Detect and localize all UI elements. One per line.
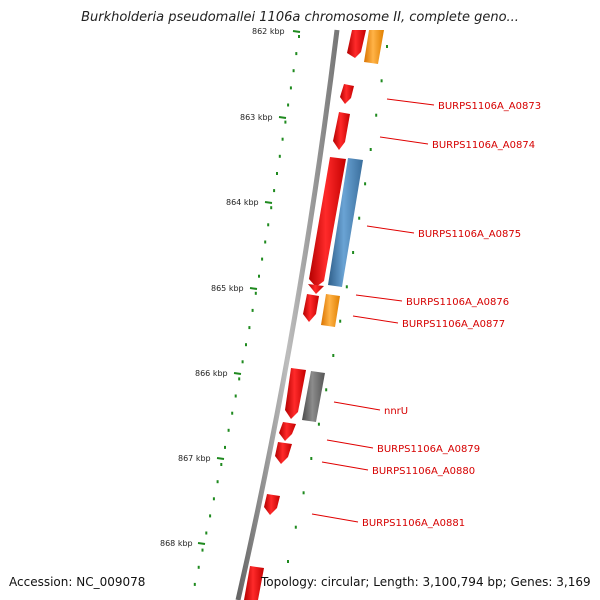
scale-dot [254,291,257,295]
gene-arrow[interactable] [275,442,292,464]
scale-dot [278,154,281,158]
scale-dot [294,525,297,529]
gene-label[interactable]: BURPS1106A_A0876 [406,297,509,308]
scale-dot [216,480,219,484]
gene-arrow[interactable] [303,294,319,322]
gene-label[interactable]: BURPS1106A_A0874 [432,140,535,151]
scale-dot [339,319,342,323]
gene-arrow[interactable] [309,157,346,287]
tick-label: 863 kbp [240,113,273,122]
gene-label[interactable]: BURPS1106A_A0877 [402,319,505,330]
scale-dot [251,308,254,312]
scale-dot [332,354,335,357]
scale-dot [281,137,284,141]
chromosome-backbone [235,29,340,600]
scale-dot [270,206,273,210]
scale-dot [227,428,230,432]
scale-dot [352,251,355,254]
gene-arrow[interactable] [279,422,296,441]
scale-dot [267,223,270,227]
gene-label[interactable]: BURPS1106A_A0873 [438,101,541,112]
scale-dot [317,422,320,426]
scale-dot [231,411,234,415]
page-title: Burkholderia pseudomallei 1106a chromoso… [81,10,519,25]
scale-dot [375,113,378,117]
gene-labels: BURPS1106A_A0873 BURPS1106A_A0874 BURPS1… [362,101,541,529]
scale-dot [289,86,292,90]
gene-arrow[interactable] [347,30,366,58]
scale-dot [276,172,278,175]
scale-dot [369,148,372,151]
gene-bar-gray[interactable] [302,371,325,422]
scale-tick-marks [197,30,301,545]
scale-dot [212,497,215,501]
scale-dot [264,240,267,244]
scale-dot [209,514,212,518]
gene-arrow[interactable] [308,284,324,294]
scale-dot [258,274,260,278]
tick-label: 864 kbp [226,198,259,207]
tick-label: 866 kbp [195,369,228,378]
tick-label: 868 kbp [160,539,193,548]
gene-arrow[interactable] [244,566,264,600]
scale-dot [325,388,328,392]
scale-dot [273,189,276,193]
reverse-strand-genes [302,30,384,422]
scale-ticks [193,35,388,586]
scale-dot [238,377,241,381]
scale-dot [205,531,208,535]
scale-dot [287,560,289,563]
gene-bar-orange[interactable] [364,30,384,64]
scale-dot [364,182,367,186]
gene-arrow[interactable] [264,494,280,515]
scale-dot [295,52,298,56]
gene-label[interactable]: BURPS1106A_A0875 [418,229,521,240]
gene-arrow[interactable] [333,112,350,150]
scale-dot [197,565,200,569]
scale-dot [261,257,264,261]
scale-dot [241,360,244,364]
scale-tick-labels: 862 kbp 863 kbp 864 kbp 865 kbp 866 kbp … [160,27,285,548]
scale-dot [292,69,295,73]
scale-dot [245,343,247,347]
gene-label[interactable]: BURPS1106A_A0881 [362,518,465,529]
gene-label[interactable]: BURPS1106A_A0879 [377,444,480,455]
scale-dot [380,79,383,83]
gene-bar-orange[interactable] [321,294,340,327]
gene-arrow[interactable] [340,84,354,104]
gene-bar-blue[interactable] [328,158,363,287]
gene-label[interactable]: BURPS1106A_A0880 [372,466,475,477]
scale-dot [248,326,251,330]
scale-dot [287,103,290,107]
scale-dot [284,120,287,124]
genome-summary-text: Topology: circular; Length: 3,100,794 bp… [261,575,591,589]
tick-label: 867 kbp [178,454,211,463]
gene-arrow[interactable] [285,368,306,419]
forward-strand-genes [244,30,366,600]
scale-dot [310,457,313,460]
scale-dot [298,35,300,38]
label-leader-lines [311,98,435,523]
scale-dot [201,548,204,552]
tick-label: 862 kbp [252,27,285,36]
gene-label[interactable]: nnrU [384,406,408,417]
accession-text: Accession: NC_009078 [9,575,146,589]
scale-dot [224,445,226,449]
scale-dot [234,394,237,398]
scale-dot [358,216,361,220]
scale-dot [302,491,305,495]
scale-dot [345,285,348,289]
scale-dot [386,45,388,48]
scale-dot [193,582,196,586]
tick-label: 865 kbp [211,284,244,293]
scale-dot [220,463,223,466]
